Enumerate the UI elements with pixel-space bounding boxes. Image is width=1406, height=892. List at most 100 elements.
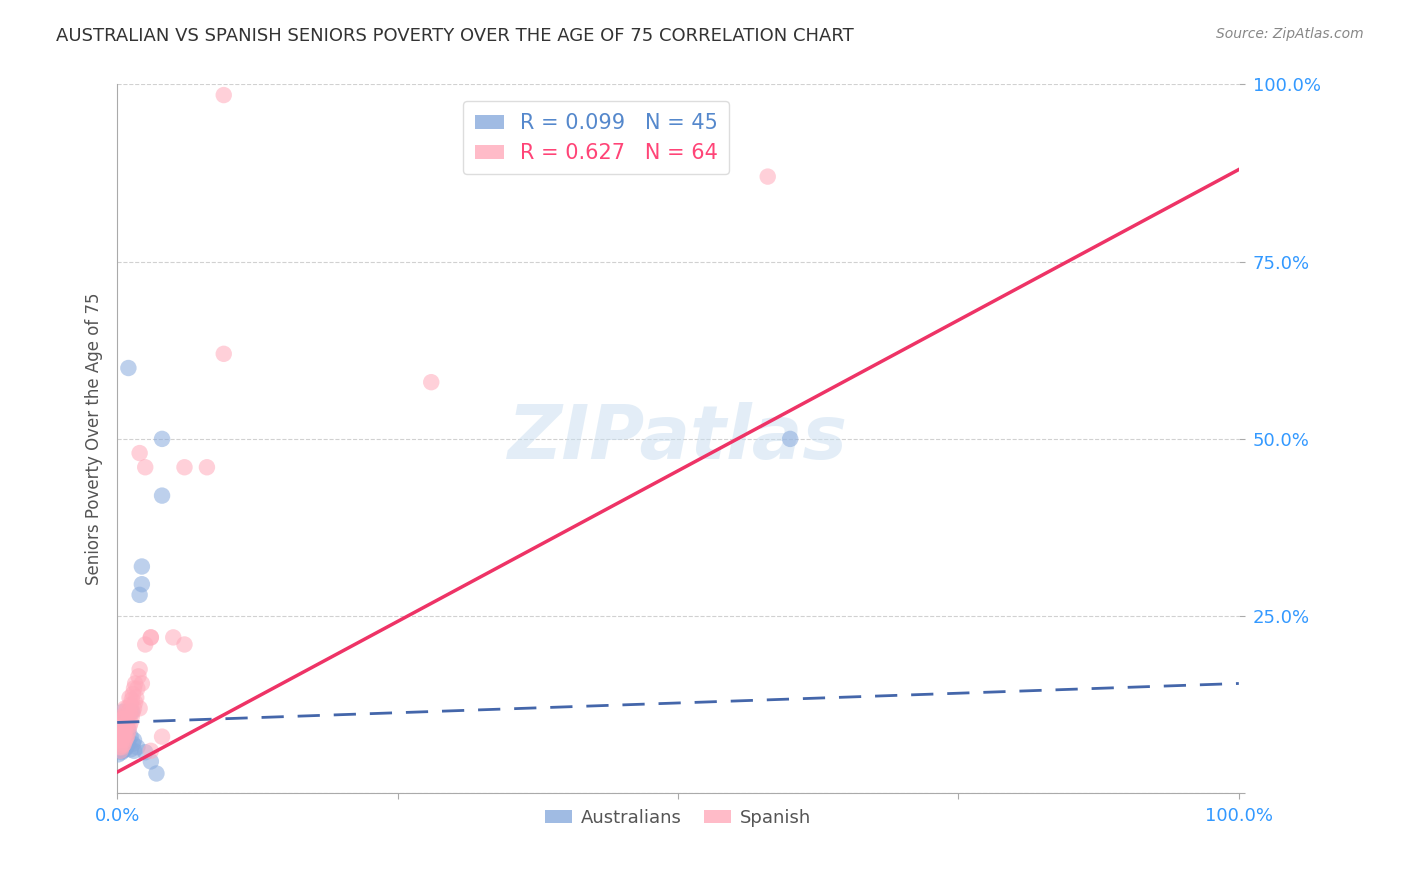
- Point: [114, 733, 136, 747]
- Point: [110, 735, 132, 749]
- Point: [111, 740, 134, 755]
- Point: [134, 638, 156, 652]
- Point: [134, 460, 156, 475]
- Point: [131, 676, 153, 690]
- Point: [125, 690, 148, 705]
- Point: [139, 631, 162, 645]
- Point: [108, 719, 131, 733]
- Point: [150, 730, 173, 744]
- Point: [115, 730, 138, 744]
- Point: [110, 731, 132, 745]
- Point: [117, 723, 139, 738]
- Point: [128, 662, 150, 676]
- Point: [118, 705, 141, 719]
- Point: [110, 740, 132, 755]
- Point: [127, 740, 149, 755]
- Point: [111, 745, 134, 759]
- Point: [117, 717, 139, 731]
- Point: [112, 728, 135, 742]
- Point: [122, 733, 145, 747]
- Point: [127, 681, 149, 696]
- Point: [122, 681, 145, 696]
- Point: [107, 747, 129, 762]
- Point: [111, 721, 134, 735]
- Point: [115, 705, 138, 719]
- Point: [110, 744, 132, 758]
- Point: [162, 631, 184, 645]
- Point: [114, 723, 136, 738]
- Text: AUSTRALIAN VS SPANISH SENIORS POVERTY OVER THE AGE OF 75 CORRELATION CHART: AUSTRALIAN VS SPANISH SENIORS POVERTY OV…: [56, 27, 853, 45]
- Point: [420, 375, 443, 389]
- Point: [173, 460, 195, 475]
- Point: [118, 690, 141, 705]
- Point: [111, 744, 134, 758]
- Point: [111, 726, 134, 740]
- Point: [111, 738, 134, 752]
- Point: [108, 726, 131, 740]
- Point: [120, 730, 142, 744]
- Point: [112, 730, 135, 744]
- Point: [117, 733, 139, 747]
- Point: [111, 710, 134, 724]
- Point: [117, 728, 139, 742]
- Point: [111, 719, 134, 733]
- Point: [117, 701, 139, 715]
- Point: [111, 728, 134, 742]
- Point: [111, 726, 134, 740]
- Point: [111, 742, 134, 756]
- Point: [150, 432, 173, 446]
- Point: [114, 701, 136, 715]
- Point: [779, 432, 801, 446]
- Point: [195, 460, 218, 475]
- Point: [122, 737, 145, 751]
- Point: [120, 742, 142, 756]
- Point: [108, 733, 131, 747]
- Point: [111, 733, 134, 747]
- Point: [111, 730, 134, 744]
- Point: [117, 723, 139, 737]
- Point: [121, 710, 143, 724]
- Point: [128, 588, 150, 602]
- Point: [122, 705, 145, 719]
- Point: [131, 577, 153, 591]
- Point: [121, 692, 143, 706]
- Point: [122, 687, 145, 701]
- Point: [108, 740, 131, 755]
- Point: [173, 638, 195, 652]
- Point: [122, 744, 145, 758]
- Point: [120, 715, 142, 730]
- Point: [139, 631, 162, 645]
- Point: [121, 705, 143, 719]
- Point: [111, 734, 134, 748]
- Point: [139, 755, 162, 769]
- Point: [114, 735, 136, 749]
- Text: ZIPatlas: ZIPatlas: [508, 402, 848, 475]
- Point: [114, 712, 136, 726]
- Point: [212, 88, 235, 103]
- Point: [112, 737, 135, 751]
- Point: [111, 712, 134, 726]
- Point: [124, 696, 146, 710]
- Point: [111, 705, 134, 719]
- Point: [115, 740, 138, 755]
- Point: [120, 698, 142, 712]
- Text: Source: ZipAtlas.com: Source: ZipAtlas.com: [1216, 27, 1364, 41]
- Point: [114, 742, 136, 756]
- Point: [111, 723, 134, 737]
- Point: [756, 169, 779, 184]
- Point: [128, 446, 150, 460]
- Point: [111, 738, 134, 752]
- Point: [117, 712, 139, 726]
- Point: [122, 701, 145, 715]
- Point: [139, 744, 162, 758]
- Point: [134, 745, 156, 759]
- Point: [150, 489, 173, 503]
- Point: [145, 766, 167, 780]
- Legend: Australians, Spanish: Australians, Spanish: [537, 802, 818, 834]
- Point: [117, 738, 139, 752]
- Point: [110, 730, 132, 744]
- Point: [112, 741, 135, 756]
- Y-axis label: Seniors Poverty Over the Age of 75: Seniors Poverty Over the Age of 75: [86, 293, 103, 585]
- Point: [212, 347, 235, 361]
- Point: [110, 744, 132, 758]
